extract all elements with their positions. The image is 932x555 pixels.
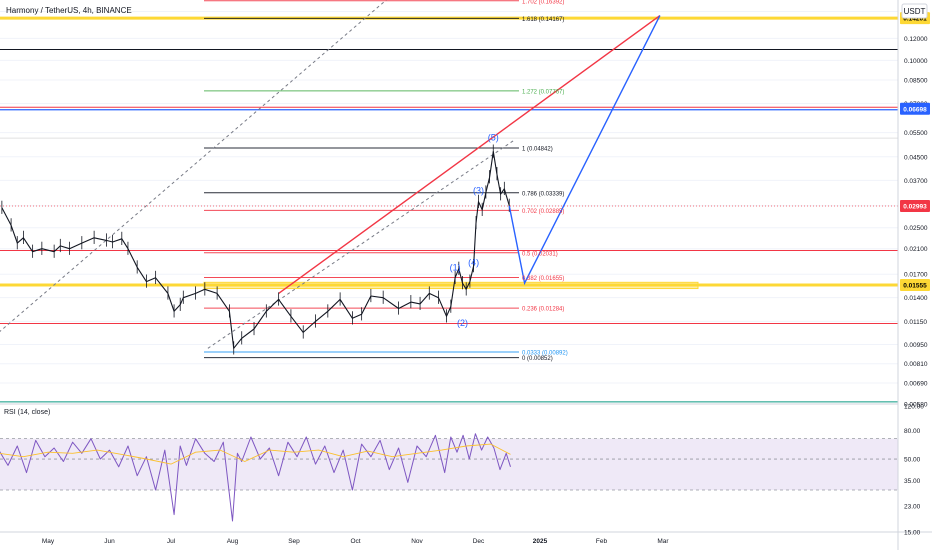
fib-label-5: 0.702 (0.02885) xyxy=(522,209,564,215)
trendline-2 xyxy=(207,138,516,349)
fib-label-10: 0 (0.00852) xyxy=(522,356,553,362)
time-tick-9: Feb xyxy=(596,538,608,545)
price-tick-7: 0.03700 xyxy=(904,178,928,185)
time-tick-0: May xyxy=(42,538,55,545)
time-tick-4: Sep xyxy=(288,538,300,545)
price-tick-13: 0.01150 xyxy=(904,319,927,326)
price-tick-11: 0.01700 xyxy=(904,272,928,279)
price-badge-0: 0.14201 xyxy=(903,16,927,23)
trendline-0 xyxy=(278,15,661,295)
rsi-axis[interactable]: 120.00 80.00 50.00 35.00 23.00 15.00 xyxy=(904,404,924,537)
fib-label-9: 0.0333 (0.00892) xyxy=(522,351,568,357)
price-badge-2: 0.02993 xyxy=(903,203,927,210)
time-tick-2: Jul xyxy=(167,538,176,545)
time-tick-5: Oct xyxy=(350,538,360,545)
wave-label-0: (1) xyxy=(450,263,461,273)
price-tick-9: 0.02500 xyxy=(904,225,928,232)
price-tick-14: 0.00950 xyxy=(904,342,928,349)
fib-label-2: 1.272 (0.07767) xyxy=(522,89,564,95)
price-tick-1: 0.12000 xyxy=(904,36,928,43)
price-tick-2: 0.10000 xyxy=(904,58,928,65)
fib-label-0: 1.702 (0.16392) xyxy=(522,0,564,5)
projection-path xyxy=(508,15,661,286)
price-panel[interactable]: (1) (2) (3) (4) (5) xyxy=(0,0,898,405)
price-candles xyxy=(1,144,510,355)
fib-label-8: 0.236 (0.01284) xyxy=(522,307,564,313)
price-badge-bg-1 xyxy=(900,102,930,115)
price-tick-12: 0.01400 xyxy=(904,295,928,302)
projection-line xyxy=(508,15,661,286)
fib-lines xyxy=(204,0,519,359)
price-tick-15: 0.00810 xyxy=(904,361,928,368)
rsi-title: RSI (14, close) xyxy=(4,409,50,416)
price-tick-17: 0.00580 xyxy=(904,402,928,409)
price-tick-10: 0.02100 xyxy=(904,246,928,253)
wave-label-1: (2) xyxy=(457,318,468,328)
price-badge-bg-2 xyxy=(900,199,930,212)
price-tick-5: 0.05500 xyxy=(904,130,928,137)
rsi-tick-3: 35.00 xyxy=(904,478,921,485)
price-tick-6: 0.04500 xyxy=(904,154,928,161)
price-tick-16: 0.00690 xyxy=(904,381,928,388)
rsi-series-0 xyxy=(0,433,511,522)
price-tick-3: 0.08500 xyxy=(904,78,928,85)
time-tick-7: Dec xyxy=(473,538,485,545)
time-tick-3: Aug xyxy=(227,538,239,545)
rsi-tick-5: 15.00 xyxy=(904,530,921,537)
symbol-title: Harmony / TetherUS, 4h, BINANCE xyxy=(6,6,132,15)
wave-label-2: (3) xyxy=(473,185,484,195)
currency-badge-frame[interactable] xyxy=(901,3,928,19)
rsi-tick-0: 120.00 xyxy=(904,404,924,411)
fib-label-1: 1.618 (0.14167) xyxy=(522,17,564,23)
trendlines xyxy=(0,0,661,349)
rsi-series-1 xyxy=(0,443,511,465)
price-badge-1: 0.06698 xyxy=(903,106,927,113)
trendline-1 xyxy=(0,0,387,333)
time-tick-1: Jun xyxy=(104,538,115,545)
price-gridlines xyxy=(0,11,898,405)
rsi-lines xyxy=(0,433,511,522)
fib-label-4: 0.786 (0.03339) xyxy=(522,191,564,197)
wave-label-3: (4) xyxy=(468,257,479,267)
time-axis[interactable]: May Jun Jul Aug Sep Oct Nov Dec 2025 Feb Mar xyxy=(42,538,670,545)
wave-labels: (1) (2) (3) (4) (5) xyxy=(450,132,499,328)
fib-label-3: 1 (0.04842) xyxy=(522,146,553,152)
fib-label-7: 0.382 (0.01655) xyxy=(522,276,564,282)
price-badge-3: 0.01555 xyxy=(903,282,927,289)
currency-badge: USDT xyxy=(904,7,926,16)
time-tick-6: Nov xyxy=(411,538,423,545)
time-tick-10: Mar xyxy=(657,538,669,545)
rsi-tick-1: 80.00 xyxy=(904,428,921,435)
price-badge-bg-3 xyxy=(900,278,930,291)
rsi-tick-4: 23.00 xyxy=(904,504,921,511)
rsi-panel[interactable] xyxy=(0,433,898,522)
fib-labels: 1.702 (0.16392) 1.618 (0.14167) 1.272 (0.0… xyxy=(522,0,568,362)
price-badges: 0.14201 0.06698 0.02993 0.01555 xyxy=(900,12,930,291)
rsi-tick-2: 50.00 xyxy=(904,457,921,464)
wave-label-4: (5) xyxy=(488,132,499,142)
time-tick-8: 2025 xyxy=(533,538,548,545)
fib-label-6: 0.5 (0.02031) xyxy=(522,251,558,257)
